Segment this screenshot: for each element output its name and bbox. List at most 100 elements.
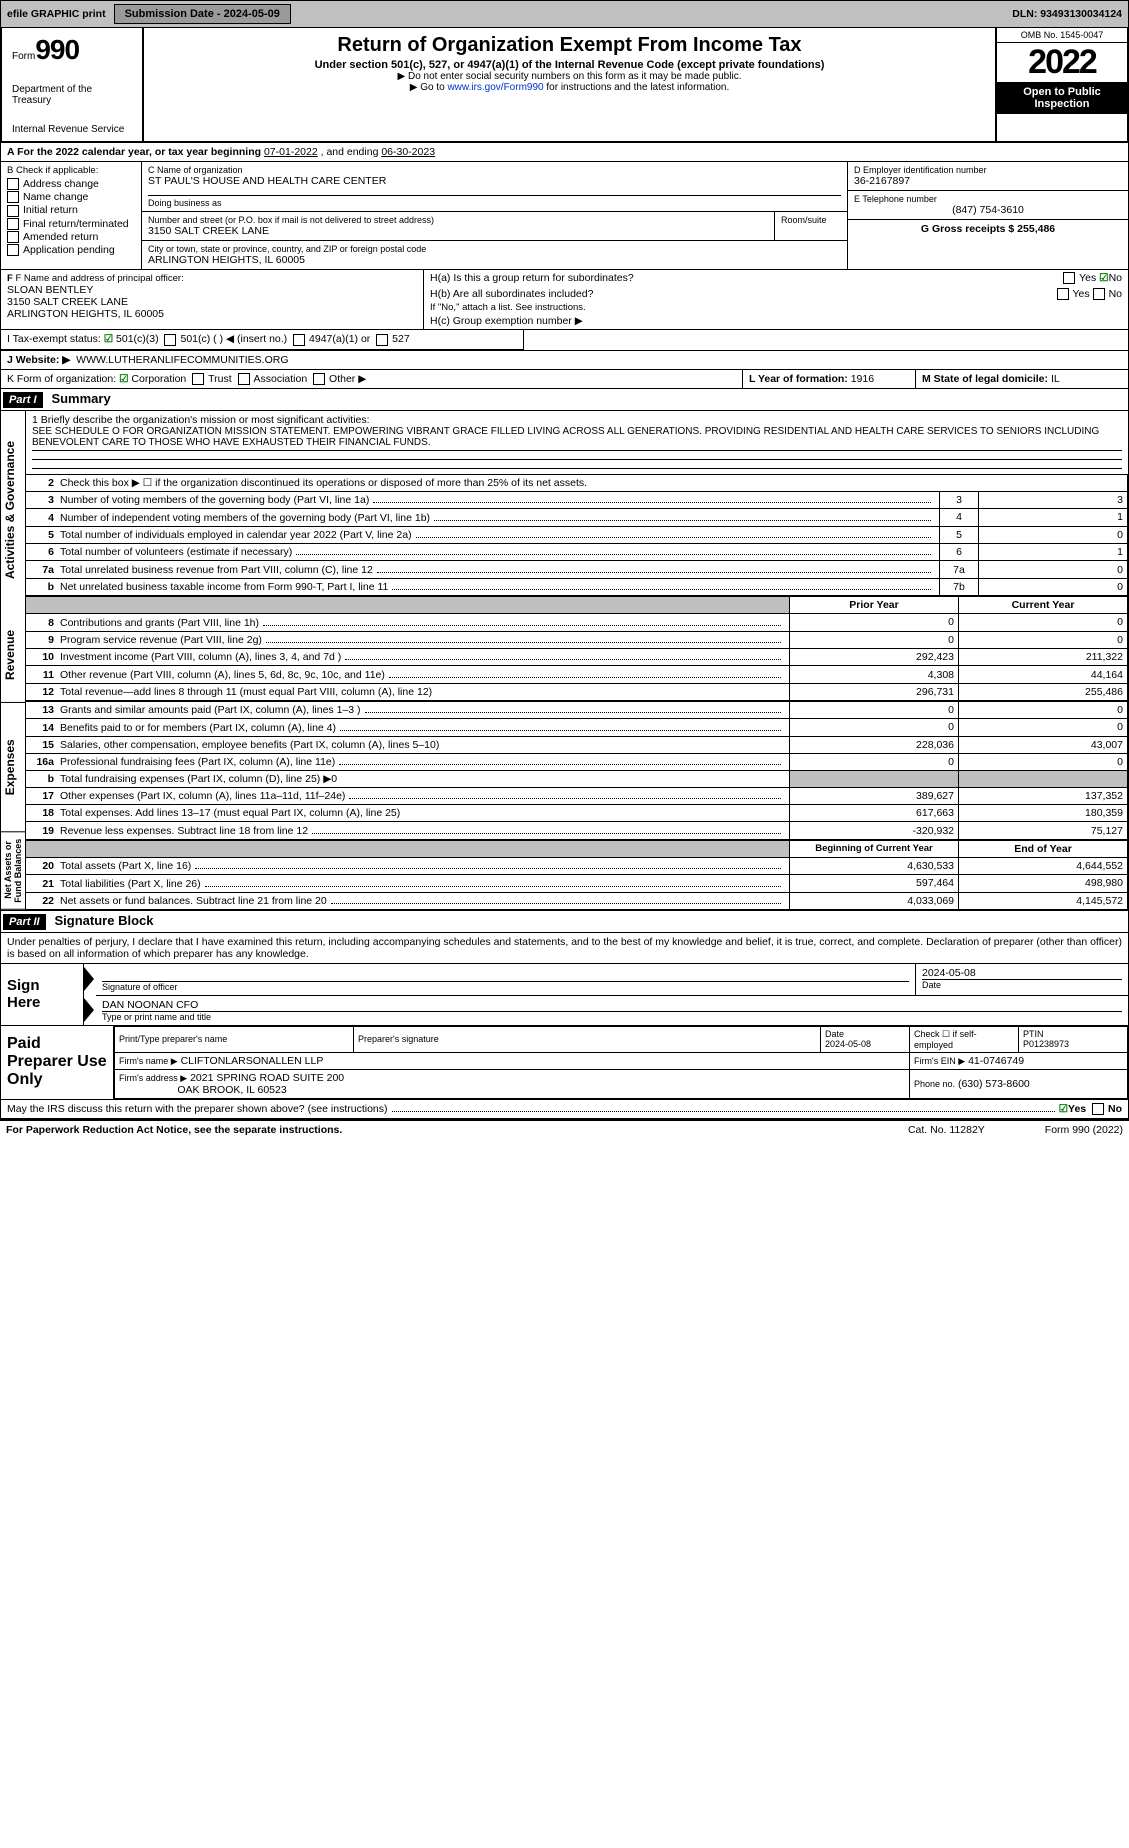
- top-bar: efile GRAPHIC print Submission Date - 20…: [0, 0, 1129, 28]
- table-row: 6Total number of volunteers (estimate if…: [26, 544, 1128, 561]
- b-items: Address change Name change Initial retur…: [7, 178, 135, 256]
- check-amended-return[interactable]: Amended return: [7, 231, 135, 243]
- current-year-head: Current Year: [959, 597, 1128, 614]
- entity-grid: B Check if applicable: Address change Na…: [0, 162, 1129, 270]
- discuss-no-check[interactable]: [1092, 1103, 1104, 1115]
- line-value: 1: [979, 544, 1128, 561]
- table-row: 14Benefits paid to or for members (Part …: [26, 719, 1128, 736]
- open-public-badge: Open to Public Inspection: [997, 82, 1127, 114]
- k-assoc-check[interactable]: [238, 373, 250, 385]
- discuss-row: May the IRS discuss this return with the…: [0, 1100, 1129, 1119]
- k-trust-check[interactable]: [192, 373, 204, 385]
- officer-name: SLOAN BENTLEY: [7, 284, 417, 296]
- penalties-text: Under penalties of perjury, I declare th…: [0, 933, 1129, 964]
- line-key: 4: [940, 509, 979, 526]
- table-row: Print/Type preparer's name Preparer's si…: [115, 1026, 1128, 1052]
- efile-label: efile GRAPHIC print: [7, 8, 106, 20]
- line-desc: Total unrelated business revenue from Pa…: [60, 564, 373, 576]
- check-name-change[interactable]: Name change: [7, 191, 135, 203]
- table-row: 2Check this box ▶ ☐ if the organization …: [26, 474, 1128, 491]
- table-row: 19Revenue less expenses. Subtract line 1…: [26, 822, 1128, 839]
- vt-labels: Activities & Governance Revenue Expenses…: [1, 411, 26, 910]
- i-501c3-check-icon: ☑: [104, 333, 113, 345]
- k-corp-check-icon: ☑: [119, 373, 128, 385]
- mission-block: 1 Briefly describe the organization's mi…: [26, 411, 1128, 474]
- dba-label: Doing business as: [148, 198, 841, 208]
- footer-pra: For Paperwork Reduction Act Notice, see …: [6, 1124, 342, 1136]
- goto-post: for instructions and the latest informat…: [544, 82, 730, 93]
- form-subtitle: Under section 501(c), 527, or 4947(a)(1)…: [148, 59, 991, 71]
- governance-table: 2Check this box ▶ ☐ if the organization …: [26, 474, 1128, 596]
- goto-line: ▶ Go to www.irs.gov/Form990 for instruct…: [148, 82, 991, 93]
- officer-street: 3150 SALT CREEK LANE: [7, 296, 417, 308]
- ha-no-check-icon: ☑: [1099, 272, 1108, 284]
- no-ssn-note: ▶ Do not enter social security numbers o…: [148, 71, 991, 82]
- prep-date: 2024-05-08: [825, 1039, 871, 1049]
- table-row: 20Total assets (Part X, line 16)4,630,53…: [26, 857, 1128, 874]
- end-year-head: End of Year: [959, 840, 1128, 857]
- h-block: H(a) Is this a group return for subordin…: [424, 270, 1128, 329]
- l-year: L Year of formation: 1916: [743, 370, 916, 388]
- discuss-question: May the IRS discuss this return with the…: [7, 1103, 388, 1115]
- h-b-note: If "No," attach a list. See instructions…: [424, 302, 1128, 313]
- part1-bar: Part I: [3, 392, 43, 408]
- i-501c-check[interactable]: [164, 334, 176, 346]
- part1-title: Summary: [45, 391, 110, 406]
- prep-name-label: Print/Type preparer's name: [115, 1026, 354, 1052]
- form-number: 990: [35, 34, 79, 65]
- line-key: 7a: [940, 561, 979, 578]
- i-527-check[interactable]: [376, 334, 388, 346]
- line-key: 6: [940, 544, 979, 561]
- line-key: 3: [940, 491, 979, 508]
- e-telephone: E Telephone number (847) 754-3610: [848, 191, 1128, 220]
- org-name: ST PAUL'S HOUSE AND HEALTH CARE CENTER: [148, 175, 841, 187]
- ptin-value: P01238973: [1023, 1039, 1069, 1049]
- prep-selfemp-label: Check ☐ if self-employed: [910, 1026, 1019, 1052]
- table-row: 12Total revenue—add lines 8 through 11 (…: [26, 683, 1128, 700]
- mission-label: 1 Briefly describe the organization's mi…: [32, 414, 1122, 426]
- h-a-label: H(a) Is this a group return for subordin…: [430, 272, 1063, 284]
- signature-arrow-icon: [84, 998, 94, 1022]
- table-row: 11Other revenue (Part VIII, column (A), …: [26, 666, 1128, 683]
- table-row: 22Net assets or fund balances. Subtract …: [26, 892, 1128, 909]
- m-state: M State of legal domicile: IL: [916, 370, 1128, 388]
- table-row: 3 Number of voting members of the governi…: [26, 491, 1128, 508]
- firm-addr2: OAK BROOK, IL 60523: [177, 1084, 286, 1096]
- submission-date-button[interactable]: Submission Date - 2024-05-09: [114, 4, 291, 24]
- sig-date-value: 2024-05-08: [922, 967, 1122, 979]
- i-j-row: I Tax-exempt status: ☑ 501(c)(3) 501(c) …: [0, 330, 1129, 350]
- check-application-pending[interactable]: Application pending: [7, 244, 135, 256]
- check-initial-return[interactable]: Initial return: [7, 204, 135, 216]
- table-row: 9Program service revenue (Part VIII, lin…: [26, 631, 1128, 648]
- title-box: Return of Organization Exempt From Incom…: [144, 28, 995, 141]
- sign-fields: Signature of officer 2024-05-08 Date DAN…: [96, 964, 1128, 1025]
- a-line-mid: , and ending: [321, 146, 382, 158]
- sign-here-block: Sign Here Signature of officer 2024-05-0…: [0, 964, 1129, 1026]
- year-box: OMB No. 1545-0047 2022 Open to Public In…: [995, 28, 1127, 141]
- line-desc: Number of voting members of the governin…: [60, 494, 369, 506]
- d-ein: D Employer identification number 36-2167…: [848, 162, 1128, 191]
- g-receipts: G Gross receipts $ 255,486: [848, 220, 1128, 238]
- preparer-table: Print/Type preparer's name Preparer's si…: [114, 1026, 1128, 1099]
- hb-no-check[interactable]: [1093, 288, 1105, 300]
- j-label: J Website: ▶: [7, 354, 70, 366]
- website-value: WWW.LUTHERANLIFECOMMUNITIES.ORG: [76, 354, 288, 366]
- line-key: 5: [940, 526, 979, 543]
- prep-sig-label: Preparer's signature: [354, 1026, 821, 1052]
- c-street-row: Number and street (or P.O. box if mail i…: [142, 212, 847, 241]
- instructions-link[interactable]: www.irs.gov/Form990: [447, 82, 543, 93]
- hb-yes-check[interactable]: [1057, 288, 1069, 300]
- ha-yes-check[interactable]: [1063, 272, 1075, 284]
- table-row: Firm's address ▶ 2021 SPRING ROAD SUITE …: [115, 1069, 1128, 1098]
- line-desc: Check this box ▶ ☐ if the organization d…: [60, 477, 587, 489]
- table-row: 10Investment income (Part VIII, column (…: [26, 649, 1128, 666]
- i-4947-check[interactable]: [293, 334, 305, 346]
- check-final-return[interactable]: Final return/terminated: [7, 218, 135, 230]
- goto-pre: ▶ Go to: [410, 82, 448, 93]
- check-address-change[interactable]: Address change: [7, 178, 135, 190]
- table-row: 18Total expenses. Add lines 13–17 (must …: [26, 805, 1128, 822]
- k-label: K Form of organization:: [7, 373, 116, 385]
- k-l-m-row: K Form of organization: ☑ Corporation Tr…: [0, 370, 1129, 389]
- table-row: 13Grants and similar amounts paid (Part …: [26, 701, 1128, 718]
- k-other-check[interactable]: [313, 373, 325, 385]
